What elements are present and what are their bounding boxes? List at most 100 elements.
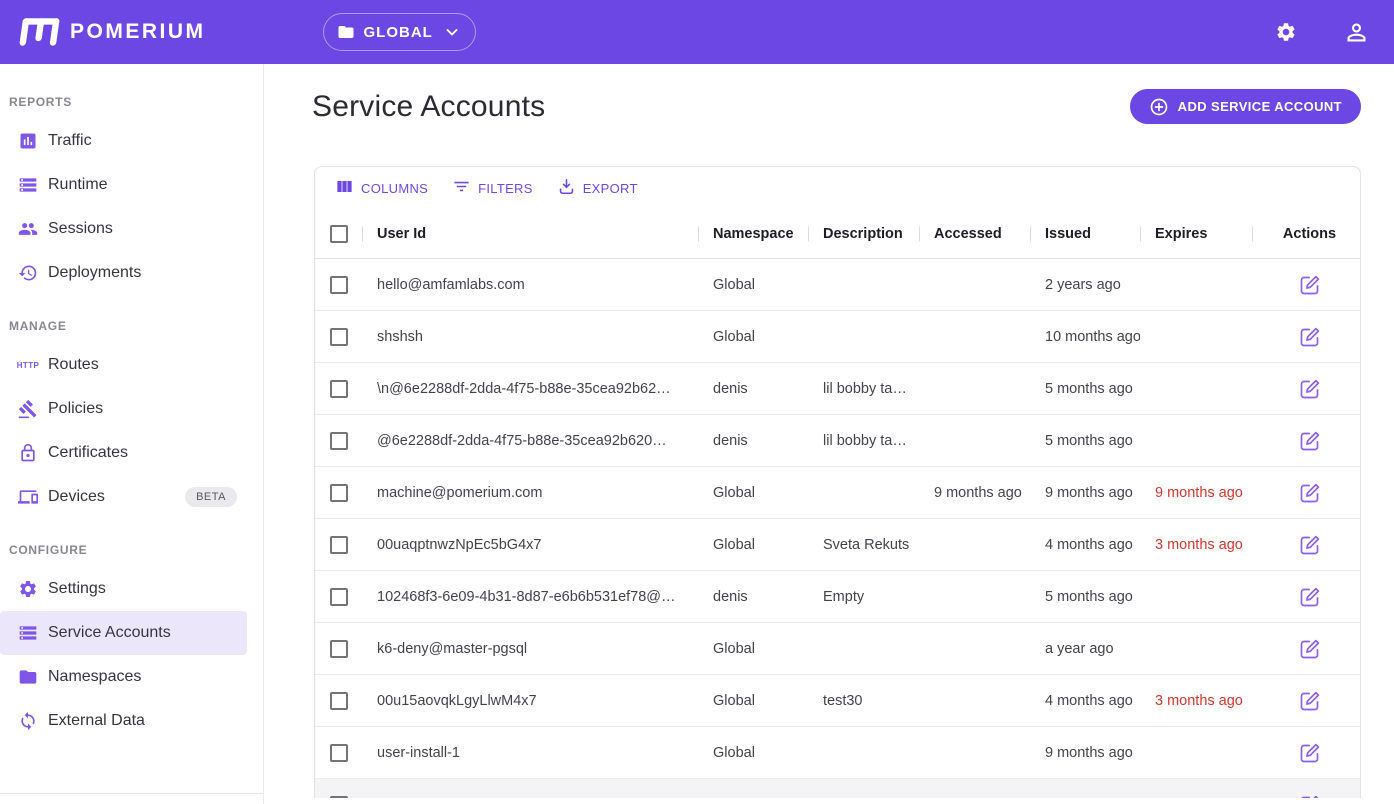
devices-icon [18,487,38,507]
sidebar-item-label: Devices [48,488,105,505]
cell-namespace: Global [713,536,755,553]
cell-description: Empty [823,588,865,605]
edit-button[interactable] [1293,372,1327,406]
add-service-account-button[interactable]: ADD SERVICE ACCOUNT [1129,89,1361,124]
row-checkbox[interactable] [329,431,348,450]
sidebar-item-runtime[interactable]: Runtime [0,163,263,207]
filters-button[interactable]: FILTERS [442,171,543,205]
folder-icon [337,23,355,41]
sidebar-item-routes[interactable]: HTTP Routes [0,343,263,387]
columns-button[interactable]: COLUMNS [325,171,438,205]
beta-badge: BETA [185,487,237,507]
sidebar-item-service-accounts[interactable]: Service Accounts [0,611,247,655]
select-all-checkbox[interactable] [329,224,348,243]
sidebar-item-deployments[interactable]: Deployments [0,251,263,295]
cell-user-id: @6e2288df-2dda-4f75-b88e-35cea92b620… [377,432,667,449]
column-header-user-id[interactable]: User Id [362,209,698,258]
sidebar-item-traffic[interactable]: Traffic [0,119,263,163]
edit-button[interactable] [1293,632,1327,666]
cell-namespace: Global [713,640,755,657]
column-header-accessed[interactable]: Accessed [919,209,1030,258]
sidebar-item-policies[interactable]: Policies [0,387,263,431]
cell-accessed [919,727,1030,778]
edit-icon [1298,429,1322,453]
sidebar-item-devices[interactable]: Devices BETA [0,475,263,519]
table-row: k6-deny@master-pgsql Global a year ago [315,623,1360,675]
sidebar-item-label: Routes [48,356,99,373]
gear-icon [1275,21,1297,43]
export-button[interactable]: EXPORT [547,171,648,205]
edit-icon [1298,481,1322,505]
edit-button[interactable] [1293,424,1327,458]
row-checkbox[interactable] [329,587,348,606]
table-header-row: User Id Namespace Description Accessed I… [315,209,1360,259]
app-topbar: POMERIUM GLOBAL [0,0,1394,64]
sidebar-item-settings[interactable]: Settings [0,567,263,611]
sidebar-item-label: Namespaces [48,668,142,685]
cell-description: lil bobby ta… [823,432,907,449]
sidebar-footer-divider [0,793,263,794]
edit-button[interactable] [1293,528,1327,562]
cell-namespace: denis [713,432,748,449]
edit-icon [1298,273,1322,297]
cell-user-id: 00uaqptnwzNpEc5bG4x7 [377,536,542,553]
edit-button[interactable] [1293,320,1327,354]
cell-issued: 4 months ago [1045,536,1133,553]
edit-button[interactable] [1293,268,1327,302]
settings-topbar-button[interactable] [1266,12,1306,52]
filter-lines-icon [452,177,471,199]
row-checkbox[interactable] [329,483,348,502]
namespace-selector[interactable]: GLOBAL [322,13,476,51]
edit-button[interactable] [1293,788,1327,798]
cell-namespace [698,779,808,798]
cell-description: test30 [823,692,863,709]
service-accounts-table-card: COLUMNS FILTERS EXPORT User Id Namespace D… [314,166,1361,798]
row-checkbox[interactable] [329,639,348,658]
row-checkbox[interactable] [329,275,348,294]
sidebar-item-label: Certificates [48,444,129,461]
column-header-issued[interactable]: Issued [1030,209,1140,258]
cell-description: Sveta Rekuts [823,536,910,553]
row-checkbox[interactable] [329,327,348,346]
column-header-expires[interactable]: Expires [1140,209,1252,258]
cell-namespace: denis [713,588,748,605]
row-checkbox[interactable] [329,691,348,710]
brand: POMERIUM [16,16,206,48]
row-checkbox[interactable] [329,743,348,762]
column-header-description[interactable]: Description [808,209,919,258]
sidebar-item-namespaces[interactable]: Namespaces [0,655,263,699]
edit-button[interactable] [1293,684,1327,718]
sidebar-item-sessions[interactable]: Sessions [0,207,263,251]
column-header-namespace[interactable]: Namespace [698,209,808,258]
edit-button[interactable] [1293,736,1327,770]
cell-issued: 5 months ago [1045,432,1133,449]
sidebar-section-label-manage: MANAGE [9,319,67,333]
row-checkbox[interactable] [329,379,348,398]
cell-issued: 9 months ago [1045,484,1133,501]
cell-expires [1140,727,1252,778]
cell-description [808,623,919,674]
sidebar-item-label: External Data [48,712,145,729]
row-checkbox[interactable] [329,535,348,554]
edit-button[interactable] [1293,580,1327,614]
storage-icon [18,175,38,195]
table-row: machine@pomerium.com Global 9 months ago 9 … [315,467,1360,519]
gear-icon [18,579,38,599]
sidebar-item-external-data[interactable]: External Data [0,699,263,743]
edit-button[interactable] [1293,476,1327,510]
cell-user-id [362,779,698,798]
table-row: 00u15aovqkLgyLlwM4x7 Global test30 4 months… [315,675,1360,727]
edit-icon [1298,741,1322,765]
download-icon [557,177,576,199]
cell-user-id: machine@pomerium.com [377,484,543,501]
column-header-actions: Actions [1252,209,1360,258]
sidebar-item-label: Deployments [48,264,142,281]
cell-expires [1140,571,1252,622]
columns-label: COLUMNS [361,180,429,196]
row-checkbox[interactable] [329,796,348,798]
filters-label: FILTERS [478,180,533,196]
account-button[interactable] [1336,12,1376,52]
history-clock-icon [18,263,38,283]
sidebar-item-certificates[interactable]: Certificates [0,431,263,475]
cell-accessed [919,675,1030,726]
